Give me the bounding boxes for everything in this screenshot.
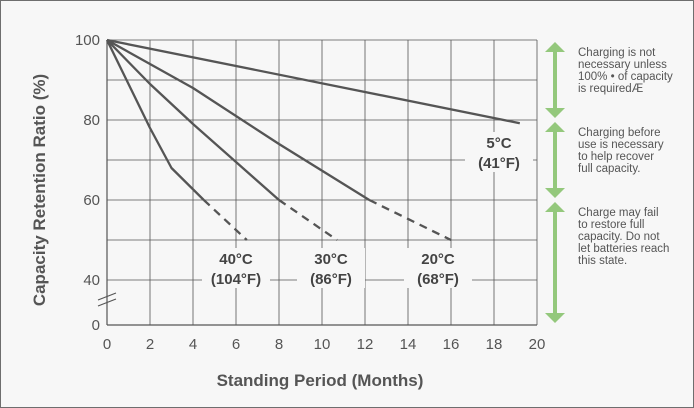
annotation-arrow-head-bottom-1 bbox=[545, 108, 565, 118]
series-labels: 5°C (41°F) 20°C (68°F) 30°C (86°F) 40°C (104°F) bbox=[202, 132, 533, 288]
series-label-5c-line1: 5°C bbox=[486, 135, 511, 152]
annotation-3-line-1: Charge may fail bbox=[578, 207, 659, 219]
series-dashed-line-30c bbox=[278, 199, 338, 241]
series-line-30c bbox=[106, 39, 280, 201]
annotation-arrow-head-top-3 bbox=[545, 202, 565, 212]
y-tick-label-60: 60 bbox=[83, 192, 100, 209]
tick-labels: 0 2 4 6 8 10 12 14 16 18 20 100 80 60 40 0 bbox=[75, 32, 545, 353]
annotation-arrow-head-top-1 bbox=[545, 42, 565, 52]
annotation-2-line-3: to help recover bbox=[578, 151, 654, 163]
y-tick-label-0: 0 bbox=[92, 317, 100, 334]
series-label-bg-5c bbox=[465, 132, 533, 172]
series-label-bg-40c bbox=[202, 248, 270, 288]
annotation-arrow-head-top-2 bbox=[545, 122, 565, 132]
annotation-2-line-2: use is necessary bbox=[578, 139, 664, 151]
series-label-20c-line2: (68°F) bbox=[417, 271, 459, 288]
x-tick-label-16: 16 bbox=[443, 336, 460, 353]
series-label-30c-line2: (86°F) bbox=[310, 271, 352, 288]
annotation-1-line-1: Charging is not bbox=[578, 47, 656, 59]
series-line-40c bbox=[105, 39, 205, 201]
x-tick-label-8: 8 bbox=[275, 336, 283, 353]
x-tick-label-4: 4 bbox=[189, 336, 197, 353]
axis-break-mark bbox=[97, 292, 117, 307]
y-tick-label-40: 40 bbox=[83, 272, 100, 289]
y-tick-label-100: 100 bbox=[75, 32, 100, 49]
annotation-2-line-4: full capacity. bbox=[578, 163, 640, 175]
x-tick-label-10: 10 bbox=[314, 336, 331, 353]
annotation-1-line-2: necessary unless bbox=[578, 59, 667, 71]
annotation-3-line-5: this state. bbox=[578, 255, 627, 267]
x-tick-label-2: 2 bbox=[146, 336, 154, 353]
y-tick-label-80: 80 bbox=[83, 112, 100, 129]
annotation-3-line-3: capacity. Do not bbox=[578, 231, 660, 243]
annotation-1-line-4: is requiredÆ bbox=[578, 83, 643, 95]
series-label-30c-line1: 30°C bbox=[314, 251, 348, 268]
axes bbox=[97, 40, 537, 326]
series-lines bbox=[105, 38, 521, 242]
x-tick-label-12: 12 bbox=[357, 336, 374, 353]
annotation-2-line-1: Charging before bbox=[578, 127, 660, 139]
x-tick-label-20: 20 bbox=[529, 336, 546, 353]
x-axis-title: Standing Period (Months) bbox=[217, 371, 424, 390]
x-tick-label-0: 0 bbox=[103, 336, 111, 353]
series-label-bg-30c bbox=[297, 248, 365, 288]
series-line-20c bbox=[106, 38, 370, 201]
series-line-5c bbox=[106, 38, 521, 125]
x-tick-label-14: 14 bbox=[400, 336, 417, 353]
x-tick-label-18: 18 bbox=[486, 336, 503, 353]
annotation-3-line-4: let batteries reach bbox=[578, 243, 669, 255]
series-label-5c-line2: (41°F) bbox=[478, 155, 520, 172]
x-tick-label-6: 6 bbox=[232, 336, 240, 353]
series-label-40c-line1: 40°C bbox=[219, 251, 253, 268]
annotation-1-line-3: 100% • of capacity bbox=[578, 71, 673, 83]
annotation-arrow-head-bottom-3 bbox=[545, 313, 565, 323]
series-dashed-line-40c bbox=[203, 199, 248, 241]
series-label-bg-20c bbox=[404, 248, 472, 288]
annotation-arrow-head-bottom-2 bbox=[545, 188, 565, 198]
series-label-20c-line1: 20°C bbox=[421, 251, 455, 268]
series-label-40c-line2: (104°F) bbox=[211, 271, 261, 288]
series-dashed-line-20c bbox=[368, 198, 452, 242]
y-axis-title: Capacity Retention Ratio (%) bbox=[30, 74, 49, 306]
annotation-3-line-2: to restore full bbox=[578, 219, 644, 231]
